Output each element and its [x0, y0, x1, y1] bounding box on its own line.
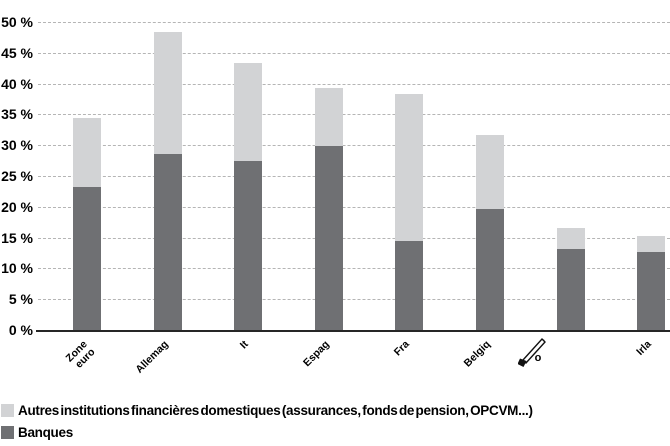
gridline: [38, 145, 670, 147]
bar-segment-banques: [637, 251, 666, 330]
y-axis-tick-label: 45 %: [1, 44, 33, 61]
bar-segment-autres: [395, 94, 424, 241]
bar-segment-banques: [395, 240, 424, 330]
bar-segment-autres: [314, 87, 343, 146]
bar-segment-banques: [73, 187, 101, 330]
gridline: [38, 83, 670, 85]
bar-segment-autres: [73, 118, 101, 188]
pencil-icon: [517, 337, 546, 367]
bar-segment-banques: [153, 154, 182, 330]
x-axis-label: Espag: [300, 338, 332, 370]
x-axis-label: Irla: [634, 338, 654, 358]
gridline: [38, 22, 670, 23]
legend-swatch-banques: [1, 425, 14, 439]
bar-segment-banques: [476, 209, 504, 330]
bar-segment-autres: [476, 135, 504, 210]
y-axis-tick-label: 50 %: [1, 14, 33, 30]
legend-item-banques: Banques: [1, 421, 533, 443]
gridline: [38, 176, 670, 177]
bar-segment-banques: [234, 160, 263, 330]
legend-swatch-autres: [1, 403, 14, 417]
x-axis-label: Belgiq: [461, 338, 493, 370]
bar-segment-autres: [153, 31, 182, 155]
bar-segment-banques: [556, 248, 585, 330]
bar-segment-autres: [637, 236, 666, 252]
gridline: [38, 299, 670, 301]
gridline: [38, 237, 670, 239]
y-axis-tick-label: 5 %: [8, 291, 33, 308]
gridline: [38, 268, 670, 270]
bar-segment-autres: [234, 63, 263, 161]
x-axis-line: [36, 330, 670, 332]
legend-item-autres-institutions: Autres institutions financières domestiq…: [1, 399, 533, 421]
bar-segment-autres: [556, 228, 585, 249]
bar-segment-banques: [314, 145, 343, 330]
x-axis-label: Allemag: [132, 338, 171, 376]
legend-label-autres: Autres institutions financières domestiq…: [18, 402, 533, 418]
x-axis-label: Fra: [392, 338, 413, 359]
y-axis-tick-label: 15 %: [1, 229, 33, 246]
legend: Autres institutions financières domestiq…: [1, 399, 533, 443]
legend-label-banques: Banques: [18, 424, 73, 440]
x-axis-label-text: o: [534, 352, 542, 364]
y-axis-tick-label: 25 %: [1, 168, 33, 184]
y-axis-tick-label: 20 %: [1, 198, 33, 215]
y-axis-tick-label: 30 %: [1, 137, 33, 154]
x-axis-label: It: [237, 338, 251, 352]
x-axis-label: o: [517, 336, 550, 373]
y-axis-tick-label: 0 %: [8, 322, 33, 338]
gridline: [38, 206, 670, 208]
gridline: [38, 52, 670, 54]
y-axis-tick-label: 10 %: [1, 260, 33, 277]
gridline: [38, 114, 670, 116]
y-axis-tick-label: 35 %: [1, 106, 33, 123]
y-axis-tick-label: 40 %: [1, 75, 33, 92]
